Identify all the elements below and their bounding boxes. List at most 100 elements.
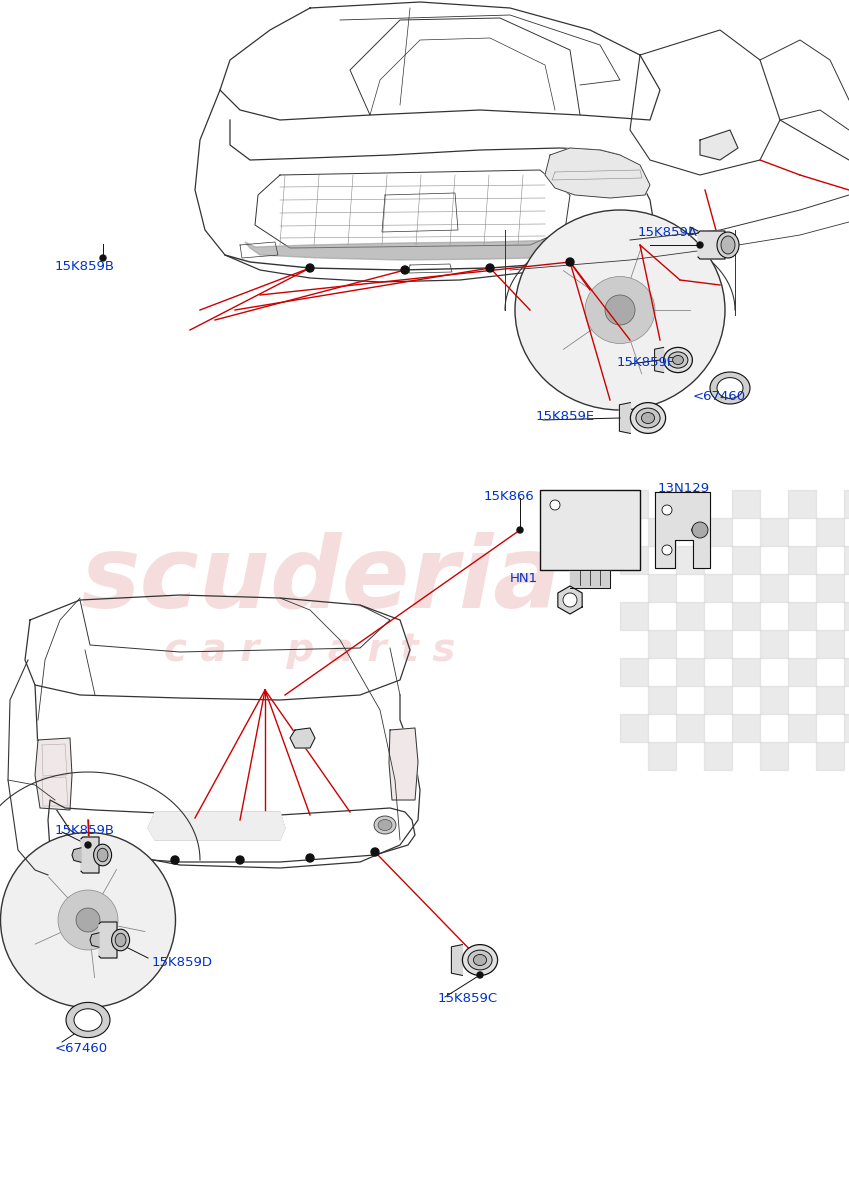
Bar	[760, 686, 788, 714]
Bar	[816, 742, 844, 770]
Circle shape	[236, 856, 244, 864]
Ellipse shape	[97, 848, 108, 862]
Bar	[704, 574, 732, 602]
Bar	[844, 546, 849, 574]
Circle shape	[697, 242, 703, 248]
Bar	[816, 686, 844, 714]
Text: c a r  p a r t s: c a r p a r t s	[165, 631, 456, 670]
Polygon shape	[570, 570, 610, 588]
Text: HN1: HN1	[510, 571, 538, 584]
Bar	[620, 490, 648, 518]
Bar	[648, 742, 676, 770]
Ellipse shape	[721, 236, 735, 254]
Polygon shape	[700, 130, 738, 160]
Ellipse shape	[664, 348, 693, 372]
Ellipse shape	[58, 890, 118, 950]
Circle shape	[84, 851, 92, 859]
Bar	[620, 714, 648, 742]
Bar	[788, 602, 816, 630]
Ellipse shape	[636, 408, 661, 428]
Bar	[816, 630, 844, 658]
Ellipse shape	[111, 929, 130, 950]
Bar	[844, 490, 849, 518]
Circle shape	[566, 258, 574, 266]
Text: <67460: <67460	[693, 390, 746, 402]
Text: 15K866: 15K866	[484, 490, 535, 503]
Polygon shape	[99, 922, 117, 958]
Polygon shape	[148, 812, 285, 840]
Bar	[816, 518, 844, 546]
Ellipse shape	[631, 402, 666, 433]
Circle shape	[100, 254, 106, 260]
Text: <67460: <67460	[55, 1042, 108, 1055]
Bar	[704, 742, 732, 770]
Bar	[676, 546, 704, 574]
Bar	[760, 574, 788, 602]
Ellipse shape	[710, 372, 750, 404]
Ellipse shape	[93, 845, 111, 866]
Bar	[676, 490, 704, 518]
Polygon shape	[290, 728, 315, 748]
Bar	[760, 630, 788, 658]
Bar	[704, 686, 732, 714]
Text: 15K859C: 15K859C	[438, 991, 498, 1004]
Bar	[648, 574, 676, 602]
Circle shape	[662, 505, 672, 515]
Circle shape	[371, 848, 379, 856]
Bar	[676, 602, 704, 630]
Bar	[732, 490, 760, 518]
Bar	[760, 742, 788, 770]
Ellipse shape	[474, 954, 486, 966]
Bar	[676, 658, 704, 686]
Text: 13N129: 13N129	[658, 481, 710, 494]
Ellipse shape	[115, 934, 126, 947]
Polygon shape	[620, 403, 631, 433]
Ellipse shape	[641, 413, 655, 424]
Text: 15K859D: 15K859D	[152, 955, 213, 968]
Ellipse shape	[1, 833, 176, 1008]
Ellipse shape	[468, 950, 492, 970]
Polygon shape	[698, 230, 725, 259]
Text: 15K859B: 15K859B	[55, 823, 115, 836]
Circle shape	[550, 500, 560, 510]
Bar	[816, 574, 844, 602]
Circle shape	[76, 908, 100, 932]
Text: 15K859E: 15K859E	[536, 409, 595, 422]
Ellipse shape	[374, 816, 396, 834]
Polygon shape	[452, 944, 463, 976]
Circle shape	[563, 593, 577, 607]
Bar	[648, 686, 676, 714]
Bar	[620, 602, 648, 630]
Polygon shape	[655, 492, 710, 568]
Bar	[620, 546, 648, 574]
Bar	[732, 546, 760, 574]
Text: 15K859B: 15K859B	[55, 259, 115, 272]
Bar	[620, 658, 648, 686]
Ellipse shape	[717, 378, 743, 398]
Bar	[788, 490, 816, 518]
Bar	[788, 546, 816, 574]
Circle shape	[171, 856, 179, 864]
Ellipse shape	[378, 820, 392, 830]
Circle shape	[517, 527, 523, 533]
Circle shape	[486, 264, 494, 272]
Ellipse shape	[463, 944, 498, 976]
Bar	[676, 714, 704, 742]
Polygon shape	[389, 728, 418, 800]
Bar	[788, 658, 816, 686]
Ellipse shape	[717, 232, 739, 258]
Bar	[648, 518, 676, 546]
Polygon shape	[655, 348, 664, 372]
Polygon shape	[35, 738, 72, 810]
Bar	[732, 714, 760, 742]
Ellipse shape	[66, 1002, 110, 1038]
Circle shape	[662, 545, 672, 554]
Bar	[704, 630, 732, 658]
Circle shape	[85, 842, 91, 848]
Ellipse shape	[515, 210, 725, 410]
Bar	[704, 518, 732, 546]
Bar	[648, 630, 676, 658]
Circle shape	[401, 266, 409, 274]
Bar	[540, 490, 640, 570]
Circle shape	[117, 941, 123, 947]
